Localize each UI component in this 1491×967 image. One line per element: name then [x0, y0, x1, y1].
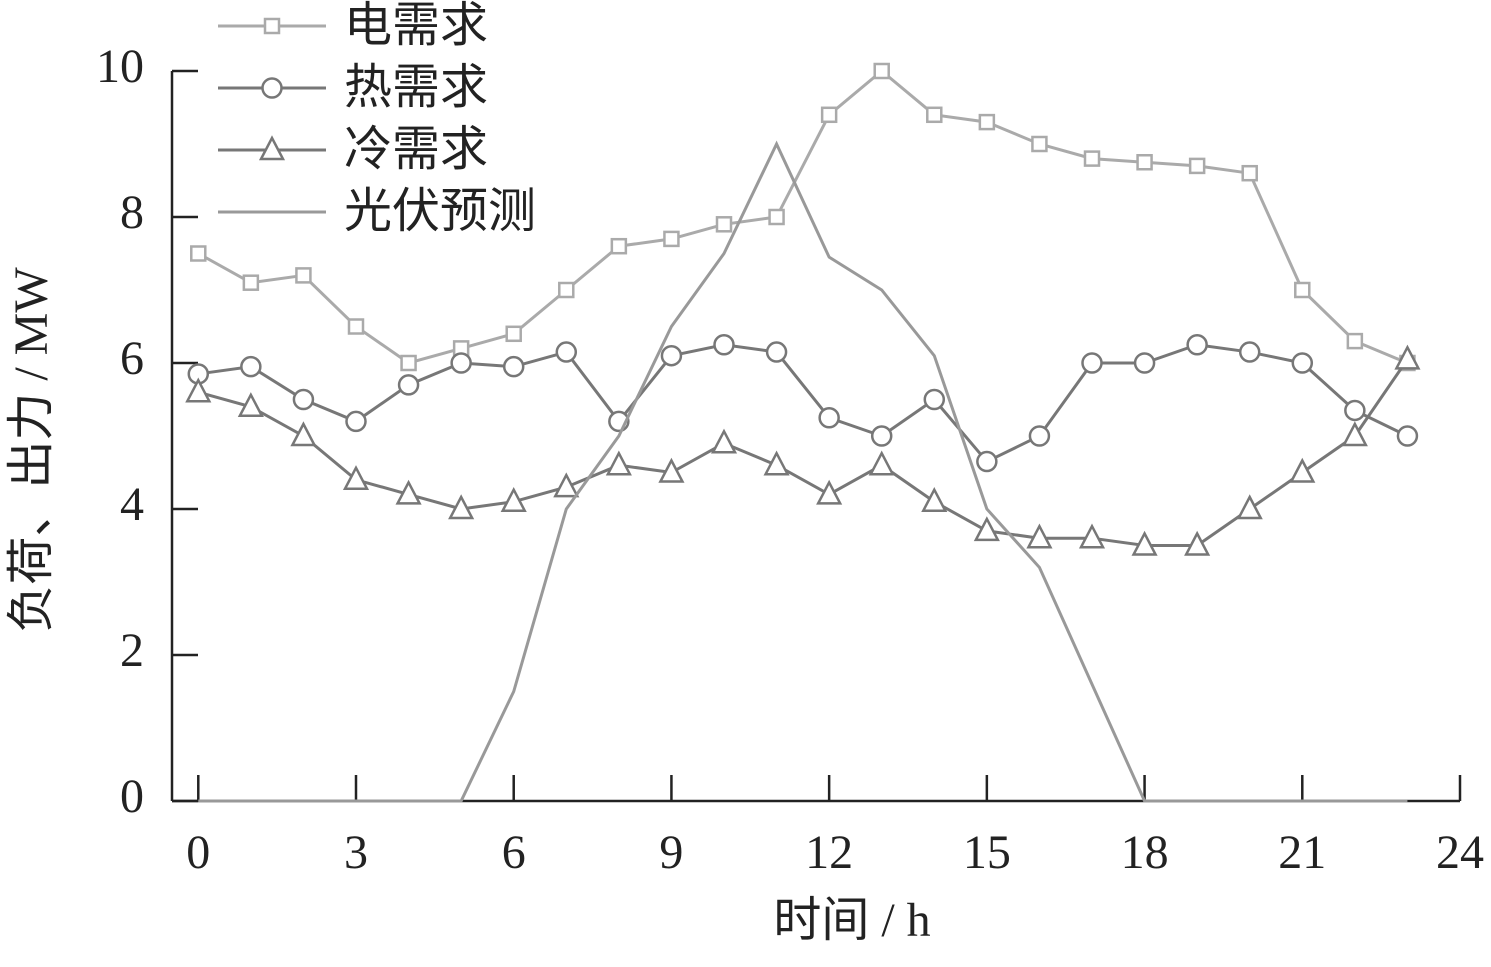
- marker: [1396, 425, 1419, 447]
- marker: [345, 410, 367, 433]
- marker: [397, 374, 420, 396]
- marker: [347, 318, 365, 335]
- marker: [1238, 341, 1261, 363]
- legend-label: 光伏预测: [344, 185, 536, 238]
- marker: [395, 479, 422, 505]
- x-tick-label: 21: [1278, 826, 1326, 879]
- legend-label: 热需求: [344, 61, 488, 114]
- marker: [768, 208, 785, 226]
- marker: [973, 516, 1000, 542]
- marker: [290, 421, 317, 447]
- x-tick-label: 6: [502, 826, 526, 879]
- marker: [978, 113, 996, 131]
- marker: [921, 487, 948, 512]
- x-tick-label: 12: [805, 826, 853, 879]
- marker: [1346, 332, 1364, 350]
- legend-marker: [261, 77, 283, 99]
- legend-label: 电需求: [344, 0, 488, 52]
- y-tick-label: 6: [120, 332, 144, 385]
- marker: [816, 479, 843, 505]
- marker: [923, 388, 946, 411]
- marker: [1083, 150, 1101, 167]
- marker: [818, 407, 840, 429]
- marker: [658, 457, 685, 483]
- series-line: [198, 343, 1409, 464]
- marker: [873, 62, 890, 80]
- marker: [976, 450, 998, 473]
- marker: [448, 494, 475, 520]
- marker: [500, 487, 527, 512]
- legend-marker: [263, 17, 281, 35]
- x-tick-label: 24: [1436, 826, 1484, 879]
- marker: [502, 355, 525, 378]
- marker: [926, 106, 943, 124]
- x-tick-label: 15: [963, 826, 1011, 879]
- marker: [605, 450, 632, 476]
- x-tick-label: 0: [186, 826, 210, 879]
- y-tick-label: 2: [120, 624, 144, 677]
- marker: [715, 216, 733, 233]
- marker: [1294, 281, 1311, 299]
- y-axis-label: 负荷、出力 / MW: [5, 267, 58, 633]
- marker: [1241, 164, 1258, 182]
- marker: [505, 325, 522, 343]
- marker: [1341, 421, 1368, 447]
- marker: [237, 392, 264, 418]
- marker: [295, 267, 312, 284]
- marker: [765, 341, 788, 363]
- marker: [558, 281, 575, 299]
- x-axis-label: 时间 / h: [773, 894, 930, 947]
- marker: [1131, 530, 1158, 556]
- series-line: [198, 140, 1408, 803]
- marker: [868, 450, 895, 476]
- marker: [1026, 523, 1053, 549]
- marker: [1136, 154, 1153, 171]
- marker: [1289, 457, 1316, 483]
- marker: [400, 354, 417, 372]
- y-tick-label: 10: [96, 40, 144, 93]
- marker: [553, 472, 580, 498]
- marker: [763, 450, 790, 476]
- marker: [1028, 425, 1051, 447]
- marker: [555, 341, 578, 363]
- marker: [1133, 352, 1156, 374]
- y-tick-label: 0: [120, 770, 144, 823]
- marker: [1344, 399, 1366, 422]
- legend-label: 冷需求: [344, 123, 488, 176]
- marker: [1394, 344, 1421, 370]
- marker: [610, 237, 628, 255]
- marker: [663, 230, 680, 248]
- marker: [240, 355, 262, 378]
- marker: [660, 344, 683, 367]
- marker: [1236, 494, 1263, 520]
- marker: [242, 274, 260, 291]
- x-tick-label: 9: [659, 826, 683, 879]
- marker: [820, 106, 838, 124]
- marker: [1078, 523, 1106, 549]
- marker: [1184, 530, 1211, 556]
- marker: [1291, 352, 1314, 374]
- marker: [292, 388, 315, 411]
- series-line: [197, 358, 1409, 547]
- marker: [713, 334, 735, 356]
- y-tick-label: 8: [120, 186, 144, 239]
- legend-marker: [258, 135, 286, 161]
- marker: [190, 245, 207, 262]
- marker: [1186, 334, 1208, 356]
- marker: [450, 352, 472, 374]
- marker: [1081, 352, 1103, 374]
- marker: [342, 465, 370, 491]
- marker: [1031, 135, 1048, 153]
- marker: [710, 428, 738, 454]
- marker: [185, 377, 212, 403]
- x-tick-label: 18: [1121, 826, 1169, 879]
- y-tick-label: 4: [120, 478, 144, 531]
- x-tick-label: 3: [344, 826, 368, 879]
- series-line: [197, 69, 1409, 365]
- marker: [1188, 157, 1206, 175]
- marker: [870, 425, 893, 447]
